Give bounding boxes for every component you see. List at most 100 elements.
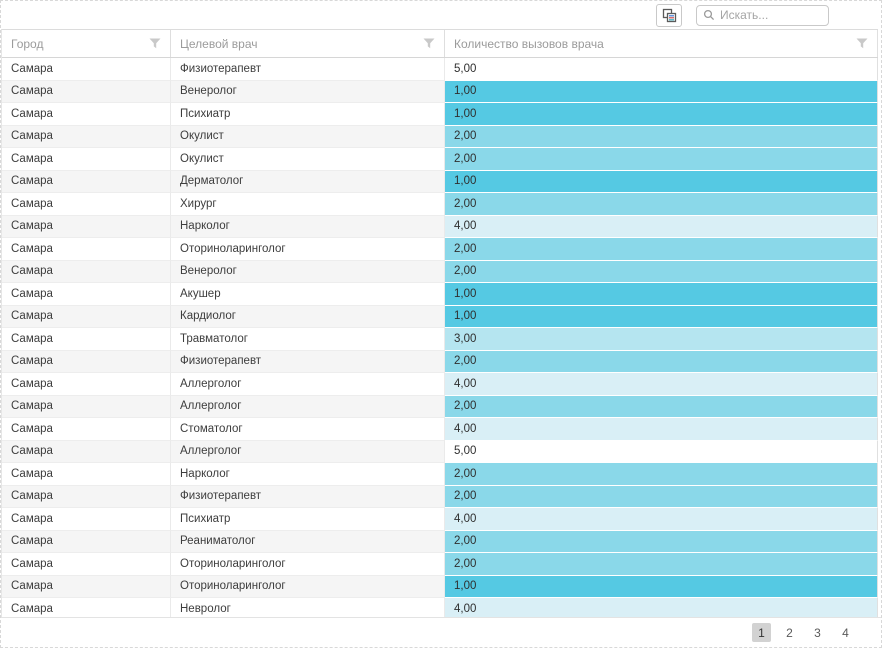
table-row[interactable]: Самара Психиатр 1,00 [2, 103, 878, 126]
table-row[interactable]: Самара Невролог 4,00 [2, 598, 878, 617]
cell-target-doctor: Физиотерапевт [171, 58, 445, 81]
cell-city: Самара [2, 260, 171, 283]
cell-call-count: 2,00 [445, 260, 878, 283]
table-row[interactable]: Самара Аллерголог 2,00 [2, 395, 878, 418]
cell-city: Самара [2, 395, 171, 418]
cell-target-doctor: Акушер [171, 283, 445, 306]
cell-city: Самара [2, 215, 171, 238]
cell-call-count: 2,00 [445, 193, 878, 216]
cell-city: Самара [2, 238, 171, 261]
search-icon [703, 9, 715, 21]
cell-call-count: 5,00 [445, 440, 878, 463]
cell-call-count: 2,00 [445, 485, 878, 508]
cell-call-count: 2,00 [445, 530, 878, 553]
cell-target-doctor: Аллерголог [171, 395, 445, 418]
cell-target-doctor: Стоматолог [171, 418, 445, 441]
cell-target-doctor: Аллерголог [171, 440, 445, 463]
search-box [696, 4, 829, 26]
table-row[interactable]: Самара Кардиолог 1,00 [2, 305, 878, 328]
cell-call-count: 2,00 [445, 238, 878, 261]
cell-target-doctor: Аллерголог [171, 373, 445, 396]
table-row[interactable]: Самара Аллерголог 4,00 [2, 373, 878, 396]
cell-target-doctor: Психиатр [171, 103, 445, 126]
table-row[interactable]: Самара Дерматолог 1,00 [2, 170, 878, 193]
table-row[interactable]: Самара Венеролог 2,00 [2, 260, 878, 283]
table-row[interactable]: Самара Нарколог 4,00 [2, 215, 878, 238]
cell-call-count: 4,00 [445, 508, 878, 531]
table-row[interactable]: Самара Окулист 2,00 [2, 125, 878, 148]
table-row[interactable]: Самара Окулист 2,00 [2, 148, 878, 171]
cell-city: Самара [2, 80, 171, 103]
cell-city: Самара [2, 418, 171, 441]
table-row[interactable]: Самара Психиатр 4,00 [2, 508, 878, 531]
filter-icon[interactable] [423, 38, 435, 49]
cell-call-count: 4,00 [445, 418, 878, 441]
cell-call-count: 4,00 [445, 373, 878, 396]
cell-call-count: 2,00 [445, 148, 878, 171]
table-row[interactable]: Самара Оториноларинголог 1,00 [2, 575, 878, 598]
export-icon [662, 8, 677, 23]
grid-body: Самара Физиотерапевт 5,00 Самара Венеролог 1,… [2, 58, 878, 617]
table-row[interactable]: Самара Реаниматолог 2,00 [2, 530, 878, 553]
cell-target-doctor: Дерматолог [171, 170, 445, 193]
pager-page-3[interactable]: 3 [814, 625, 821, 640]
cell-target-doctor: Реаниматолог [171, 530, 445, 553]
cell-call-count: 2,00 [445, 463, 878, 486]
column-header-label: Целевой врач [180, 36, 258, 51]
pager-page-1[interactable]: 1 [752, 623, 771, 642]
table-row[interactable]: Самара Акушер 1,00 [2, 283, 878, 306]
column-header-call-count[interactable]: Количество вызовов врача [445, 30, 878, 57]
table-row[interactable]: Самара Оториноларинголог 2,00 [2, 553, 878, 576]
table-row[interactable]: Самара Травматолог 3,00 [2, 328, 878, 351]
table-row[interactable]: Самара Хирург 2,00 [2, 193, 878, 216]
grid-header-row: Город Целевой врач Количество вызовов вр… [2, 30, 878, 58]
table-row[interactable]: Самара Физиотерапевт 2,00 [2, 350, 878, 373]
cell-call-count: 1,00 [445, 283, 878, 306]
filter-icon[interactable] [149, 38, 161, 49]
search-input[interactable] [720, 8, 822, 22]
filter-icon[interactable] [856, 38, 868, 49]
column-header-label: Город [11, 36, 44, 51]
table-row[interactable]: Самара Аллерголог 5,00 [2, 440, 878, 463]
cell-city: Самара [2, 530, 171, 553]
table-row[interactable]: Самара Физиотерапевт 2,00 [2, 485, 878, 508]
cell-target-doctor: Нарколог [171, 215, 445, 238]
column-header-target-doctor[interactable]: Целевой врач [171, 30, 445, 57]
cell-call-count: 2,00 [445, 125, 878, 148]
cell-city: Самара [2, 508, 171, 531]
cell-city: Самара [2, 463, 171, 486]
toolbar [1, 1, 881, 29]
pager-page-4[interactable]: 4 [842, 625, 849, 640]
cell-city: Самара [2, 148, 171, 171]
table-row[interactable]: Самара Венеролог 1,00 [2, 80, 878, 103]
cell-target-doctor: Физиотерапевт [171, 485, 445, 508]
cell-call-count: 1,00 [445, 305, 878, 328]
table-row[interactable]: Самара Оториноларинголог 2,00 [2, 238, 878, 261]
cell-target-doctor: Физиотерапевт [171, 350, 445, 373]
cell-call-count: 4,00 [445, 215, 878, 238]
cell-target-doctor: Венеролог [171, 260, 445, 283]
cell-target-doctor: Кардиолог [171, 305, 445, 328]
cell-city: Самара [2, 305, 171, 328]
column-header-label: Количество вызовов врача [454, 36, 604, 51]
column-header-city[interactable]: Город [2, 30, 171, 57]
cell-target-doctor: Венеролог [171, 80, 445, 103]
data-grid: Город Целевой врач Количество вызовов вр… [1, 29, 878, 617]
cell-call-count: 5,00 [445, 58, 878, 81]
cell-city: Самара [2, 103, 171, 126]
cell-city: Самара [2, 440, 171, 463]
cell-city: Самара [2, 575, 171, 598]
cell-target-doctor: Оториноларинголог [171, 553, 445, 576]
cell-call-count: 3,00 [445, 328, 878, 351]
cell-target-doctor: Оториноларинголог [171, 238, 445, 261]
cell-target-doctor: Невролог [171, 598, 445, 617]
export-button[interactable] [656, 3, 682, 27]
pager-page-2[interactable]: 2 [786, 625, 793, 640]
table-row[interactable]: Самара Физиотерапевт 5,00 [2, 58, 878, 81]
table-row[interactable]: Самара Нарколог 2,00 [2, 463, 878, 486]
table-row[interactable]: Самара Стоматолог 4,00 [2, 418, 878, 441]
cell-city: Самара [2, 485, 171, 508]
cell-target-doctor: Психиатр [171, 508, 445, 531]
cell-call-count: 2,00 [445, 395, 878, 418]
